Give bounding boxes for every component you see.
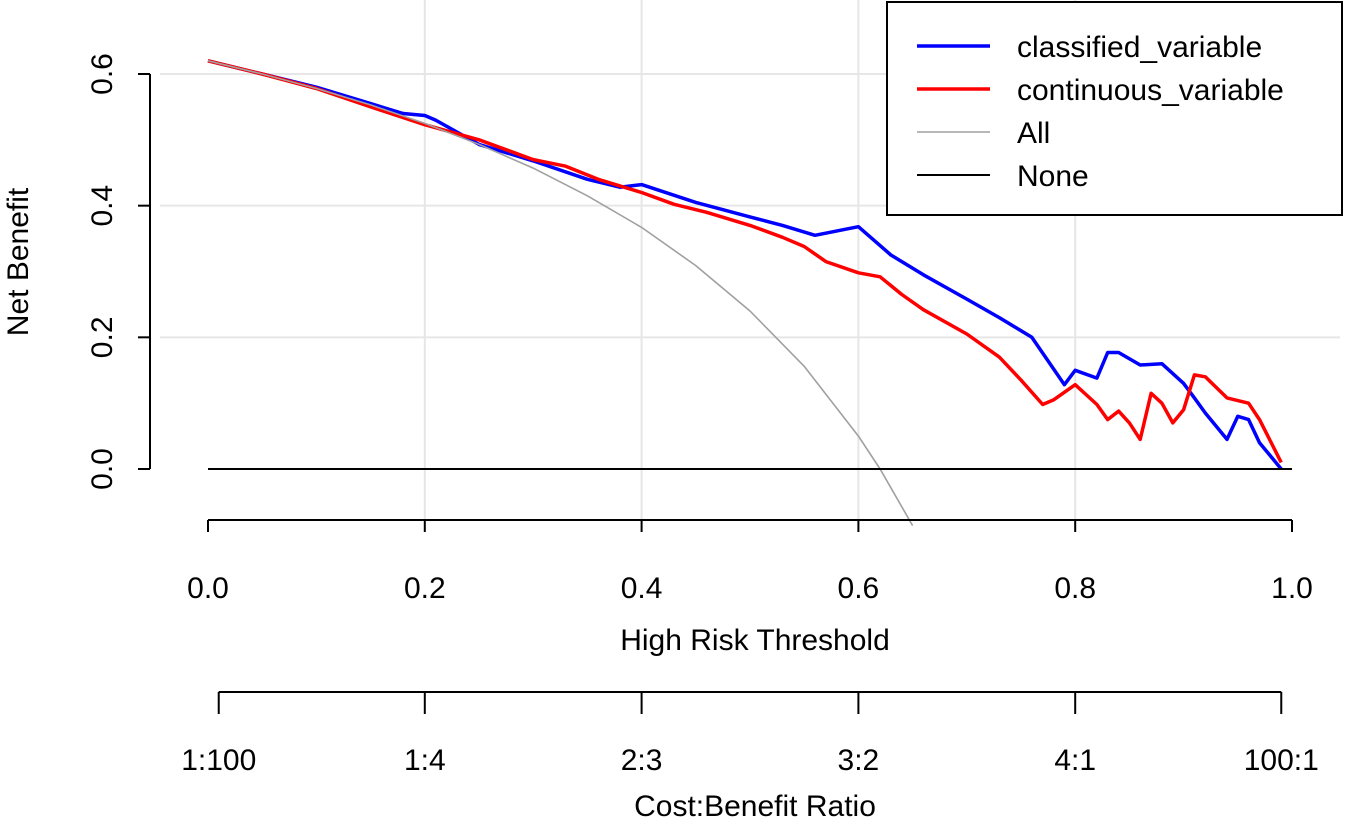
cost-benefit-tick-label: 2:3 [621,744,663,777]
x-tick-label: 0.0 [187,572,229,605]
x-axis-title: High Risk Threshold [620,624,890,657]
series-lines [207,59,1292,526]
cost-benefit-tick-label: 1:100 [181,744,256,777]
cost-benefit-tick-label: 100:1 [1244,744,1319,777]
x-tick-label: 0.6 [838,572,880,605]
cost-benefit-axis-title: Cost:Benefit Ratio [634,790,876,822]
legend-label: classified_variable [1017,31,1262,64]
y-axis-title: Net Benefit [2,187,35,336]
legend-label: All [1017,117,1050,150]
cost-benefit-tick-label: 1:4 [404,744,446,777]
legend: classified_variable continuous_variable Al… [886,1,1343,216]
legend-label: None [1017,160,1089,193]
x-tick-label: 1.0 [1271,572,1313,605]
series-line-classified-variable [207,59,1283,471]
axes: Net Benefit High Risk Threshold Cost:Ben… [2,53,1319,822]
x-tick-label: 0.4 [621,572,663,605]
y-tick-label: 0.6 [86,53,119,95]
series-line-all [207,60,914,526]
y-tick-label: 0.0 [86,448,119,490]
x-tick-label: 0.2 [404,572,446,605]
legend-label: continuous_variable [1017,74,1284,107]
cost-benefit-tick-label: 4:1 [1054,744,1096,777]
x-tick-label: 0.8 [1054,572,1096,605]
series-line-continuous-variable [207,59,1283,464]
cost-benefit-tick-label: 3:2 [838,744,880,777]
y-tick-label: 0.4 [86,185,119,227]
legend-box [886,1,1343,216]
y-tick-label: 0.2 [86,316,119,358]
